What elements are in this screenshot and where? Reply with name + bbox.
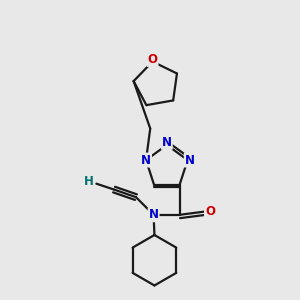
Text: N: N: [185, 154, 195, 166]
Text: O: O: [148, 53, 158, 66]
Text: N: N: [141, 154, 151, 166]
Text: H: H: [84, 175, 94, 188]
Text: N: N: [162, 136, 172, 149]
Text: O: O: [205, 205, 215, 218]
Text: N: N: [148, 208, 159, 221]
